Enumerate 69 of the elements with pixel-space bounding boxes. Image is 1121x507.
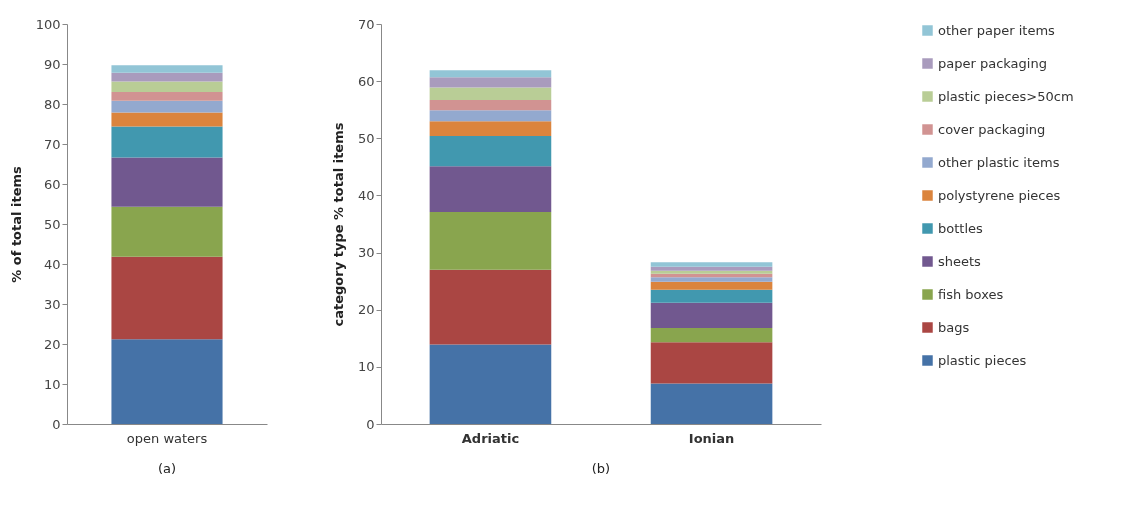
bar (111, 256, 223, 340)
y-tick-label: 10 (357, 359, 375, 375)
legend-label: bottles (938, 220, 984, 236)
bar (111, 206, 223, 257)
bar (429, 136, 552, 167)
y-tick-label: 40 (357, 187, 375, 203)
bar (111, 81, 223, 92)
y-tick-label: 20 (357, 302, 375, 318)
y-tick-label: 90 (43, 56, 61, 72)
legend-label: bags (938, 319, 970, 335)
legend-label: paper packaging (938, 55, 1047, 71)
legend-label: polystyrene pieces (938, 187, 1061, 203)
bar (429, 166, 552, 212)
bar (429, 77, 552, 88)
y-tick-label: 100 (35, 16, 61, 32)
x-tick-label: Adriatic (461, 430, 520, 446)
bar (111, 100, 223, 113)
bar (429, 100, 552, 111)
bar (429, 344, 552, 424)
y-tick-label: 30 (357, 245, 375, 261)
bar (111, 339, 223, 424)
bar (650, 277, 773, 282)
y-tick-label: 30 (43, 296, 61, 312)
bar (429, 70, 552, 78)
bar (429, 212, 552, 270)
y-axis-title: category type % total items (330, 122, 346, 327)
bar (111, 112, 223, 127)
bar (650, 302, 773, 328)
legend-label: other paper items (938, 22, 1056, 38)
legend-label: other plastic items (938, 154, 1060, 170)
y-tick-label: 70 (43, 136, 61, 152)
legend-label: cover packaging (938, 121, 1046, 137)
bar (650, 262, 773, 267)
bar (650, 266, 773, 271)
bar (111, 65, 223, 73)
x-tick-label: Ionian (688, 430, 735, 446)
bar (429, 110, 552, 122)
bar (650, 270, 773, 274)
legend-label: plastic pieces (938, 352, 1027, 368)
y-tick-label: 0 (52, 416, 61, 432)
text: (b) (591, 461, 611, 476)
y-tick-label: 10 (43, 376, 61, 392)
bar (429, 121, 552, 136)
bar (111, 72, 223, 82)
y-tick-label: 0 (366, 416, 375, 432)
bar (650, 281, 773, 290)
y-tick-label: 60 (43, 176, 61, 192)
y-tick-label: 20 (43, 336, 61, 352)
y-axis-title: % of total items (8, 165, 24, 283)
y-tick-label: 50 (357, 130, 375, 146)
y-tick-label: 40 (43, 256, 61, 272)
legend-label: plastic pieces>50cm (938, 88, 1074, 104)
y-tick-label: 60 (357, 73, 375, 89)
bar (650, 342, 773, 384)
legend-label: sheets (938, 253, 982, 269)
bar (111, 157, 223, 207)
bar (111, 126, 223, 158)
bar (650, 328, 773, 343)
bar (429, 269, 552, 345)
y-tick-label: 50 (43, 216, 61, 232)
bar (429, 87, 552, 100)
legend-label: fish boxes (938, 286, 1004, 302)
y-tick-label: 70 (357, 16, 375, 32)
bar (650, 383, 773, 424)
bar (111, 92, 223, 101)
text: (a) (157, 461, 177, 476)
y-tick-label: 80 (43, 96, 61, 112)
x-tick-label: open waters (126, 430, 208, 446)
bar (650, 289, 773, 303)
